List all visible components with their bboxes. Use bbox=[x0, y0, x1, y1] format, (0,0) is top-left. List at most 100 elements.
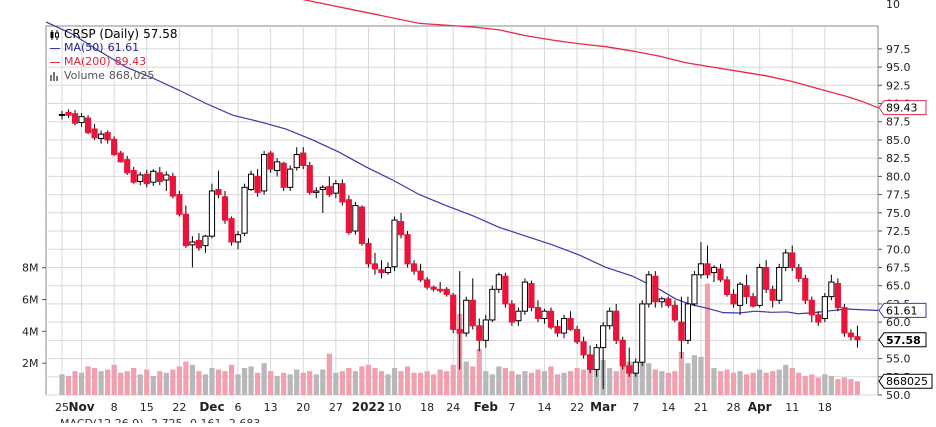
volume-bar bbox=[470, 366, 476, 395]
price-tick-label: 65.0 bbox=[886, 280, 911, 293]
volume-bar bbox=[59, 374, 65, 395]
price-tick-label: 85.0 bbox=[886, 134, 911, 147]
candle-body-down bbox=[91, 128, 98, 139]
candle-body-up bbox=[208, 190, 216, 237]
volume-bar bbox=[65, 375, 72, 395]
candle-body-down bbox=[156, 172, 163, 182]
volume-bar bbox=[307, 371, 313, 395]
volume-bar bbox=[444, 371, 450, 395]
volume-tick-label: 4M bbox=[22, 325, 39, 338]
x-tick-label: Mar bbox=[590, 400, 616, 414]
volume-tick-label: 6M bbox=[22, 294, 39, 307]
volume-bar bbox=[685, 363, 691, 395]
candle-body-down bbox=[410, 263, 418, 272]
legend-ma200-label: MA(200) bbox=[64, 55, 111, 68]
x-tick-label: 2022 bbox=[352, 400, 385, 414]
price-tick-label: 72.5 bbox=[886, 225, 911, 238]
candle-body-up bbox=[736, 283, 744, 306]
candle-body-up bbox=[658, 298, 665, 303]
candle-body-up bbox=[600, 325, 607, 349]
volume-bar bbox=[372, 367, 378, 395]
candle-body-down bbox=[111, 138, 118, 156]
volume-bar bbox=[574, 367, 580, 395]
volume-bar bbox=[757, 369, 763, 395]
price-tick-label: 87.5 bbox=[886, 116, 911, 129]
candle-body-down bbox=[345, 199, 352, 233]
candle-body-down bbox=[841, 307, 848, 334]
volume-tag bbox=[878, 373, 933, 389]
candle-body-up bbox=[776, 266, 783, 301]
macd-cut-label: MACD(12,26,9) -2.725 -0.161 -2.683 bbox=[60, 417, 260, 423]
volume-bar bbox=[646, 363, 652, 395]
candle-body-down bbox=[619, 339, 626, 367]
candle-body-up bbox=[163, 174, 170, 181]
candle-body-down bbox=[306, 164, 313, 193]
volume-bar bbox=[209, 367, 215, 395]
volume-bar bbox=[215, 369, 222, 395]
candle-body-down bbox=[743, 285, 750, 298]
candle-body-down bbox=[84, 117, 92, 134]
volume-bar bbox=[437, 369, 443, 395]
volume-bar bbox=[515, 374, 521, 395]
x-tick-label: 24 bbox=[446, 401, 460, 414]
candle-body-up bbox=[482, 319, 489, 341]
volume-bar bbox=[815, 377, 821, 395]
volume-bar bbox=[483, 371, 489, 395]
volume-bar bbox=[509, 371, 515, 395]
volume-bar bbox=[235, 374, 241, 395]
volume-bar bbox=[763, 372, 769, 395]
candle-body-up bbox=[515, 310, 522, 322]
volume-bar bbox=[620, 364, 626, 395]
price-tick-label: 92.5 bbox=[886, 79, 911, 92]
price-tag bbox=[878, 332, 927, 348]
candle-body-up bbox=[150, 170, 157, 183]
candle-body-up bbox=[521, 281, 529, 312]
volume-bar bbox=[346, 367, 352, 395]
x-tick-label: Apr bbox=[748, 400, 772, 414]
candle-body-up bbox=[98, 133, 105, 139]
candle-body-down bbox=[834, 283, 841, 309]
x-tick-label: 27 bbox=[329, 401, 343, 414]
volume-bar bbox=[418, 372, 424, 395]
volume-bars-icon bbox=[50, 71, 60, 81]
candle-body-up bbox=[58, 113, 66, 116]
candle-body-up bbox=[274, 161, 281, 172]
candle-body-down bbox=[130, 170, 137, 183]
volume-bar bbox=[554, 374, 561, 395]
volume-bar bbox=[698, 356, 704, 395]
candle-body-up bbox=[697, 263, 705, 276]
candle-body-down bbox=[456, 328, 463, 334]
price-tag-label: 61.61 bbox=[886, 304, 918, 317]
volume-bar bbox=[633, 367, 639, 395]
candle-body-up bbox=[234, 234, 242, 243]
volume-bar bbox=[391, 367, 398, 395]
volume-tick-label: 2M bbox=[22, 357, 39, 370]
candle-body-down bbox=[587, 354, 594, 370]
candle-body-down bbox=[671, 304, 678, 321]
volume-bar bbox=[613, 371, 619, 395]
volume-bar bbox=[255, 372, 261, 395]
candle-body-up bbox=[541, 310, 548, 319]
volume-bar bbox=[118, 372, 124, 395]
volume-bar bbox=[294, 369, 300, 395]
volume-bar bbox=[320, 369, 326, 395]
candle-body-down bbox=[437, 288, 444, 292]
volume-bar bbox=[431, 374, 437, 395]
candle-body-up bbox=[202, 235, 209, 247]
x-tick-label: 18 bbox=[818, 401, 832, 414]
volume-bar bbox=[822, 374, 828, 395]
legend-ma50-row: MA(50) 61.61 bbox=[50, 41, 181, 55]
x-tick-label: Feb bbox=[474, 400, 499, 414]
candle-body-up bbox=[691, 274, 698, 305]
volume-bar bbox=[561, 372, 567, 395]
candle-body-down bbox=[580, 341, 587, 356]
candle-body-down bbox=[652, 275, 659, 303]
candle-body-up bbox=[489, 288, 496, 321]
volume-bar bbox=[300, 372, 306, 395]
price-top-tick-label: 10 bbox=[886, 0, 900, 11]
volume-bar bbox=[567, 371, 574, 395]
candle-body-down bbox=[476, 325, 483, 341]
candle-body-down bbox=[104, 132, 111, 141]
candle-body-down bbox=[534, 307, 542, 319]
